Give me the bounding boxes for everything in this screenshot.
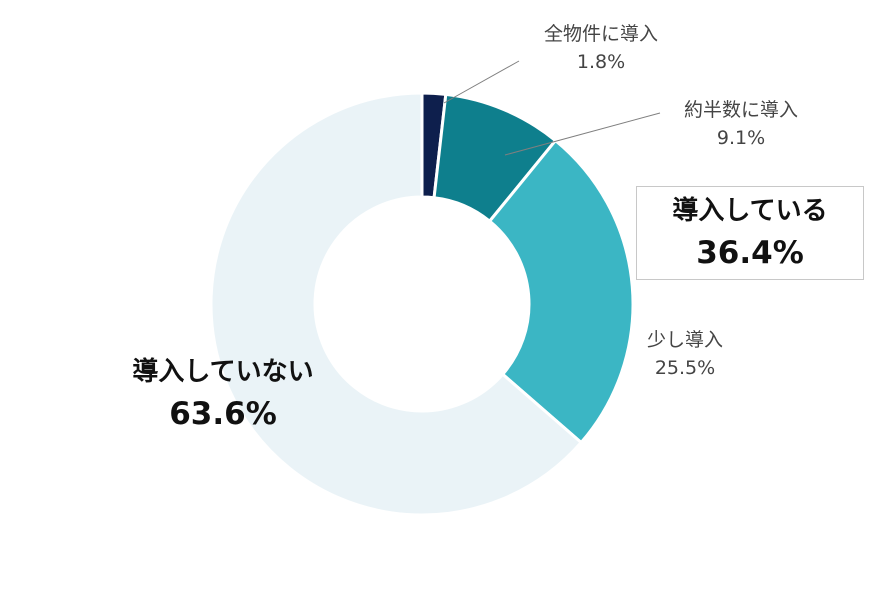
in-use-total-label: 導入している <box>672 196 828 226</box>
in-use-total-box: 導入している 36.4% <box>636 186 864 280</box>
slice-label-all-properties-name: 全物件に導入 <box>543 23 658 45</box>
donut-slices <box>209 91 635 517</box>
slice-label-partial-name: 少し導入 <box>646 329 723 351</box>
slice-label-all-properties: 全物件に導入 1.8% <box>516 20 686 76</box>
slice-label-partial: 少し導入 25.5% <box>620 326 750 382</box>
donut-slice-partial <box>488 139 635 445</box>
leader-line-half-properties <box>504 112 661 156</box>
not-in-use-label-value: 63.6% <box>169 396 277 432</box>
slice-label-partial-value: 25.5% <box>654 357 716 379</box>
slice-label-half-properties-value: 9.1% <box>716 127 766 149</box>
not-in-use-label: 導入していない 63.6% <box>108 352 338 436</box>
not-in-use-label-text: 導入していない <box>132 357 314 387</box>
in-use-total-value: 36.4% <box>696 235 804 271</box>
slice-label-half-properties: 約半数に導入 9.1% <box>656 96 826 152</box>
donut-slice-not-in-use <box>209 91 583 517</box>
slice-label-all-properties-value: 1.8% <box>576 51 626 73</box>
leader-line-all-properties <box>443 60 520 104</box>
slice-label-half-properties-name: 約半数に導入 <box>683 99 798 121</box>
